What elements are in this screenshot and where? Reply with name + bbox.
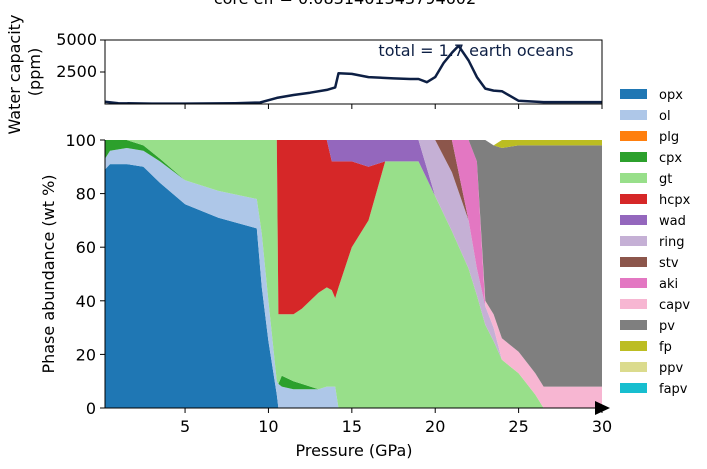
- water-capacity-y-axis-label: Water capacity (ppm): [5, 9, 44, 134]
- legend-label-wad: wad: [659, 214, 686, 229]
- legend-swatch-fp: [620, 341, 647, 351]
- water-capacity-y-tick-label-5000: 5000: [56, 30, 97, 49]
- pressure-x-axis-label: Pressure (GPa): [295, 441, 412, 460]
- water-capacity-line: [105, 44, 602, 104]
- y-tick-label-60: 60: [76, 238, 96, 257]
- legend-swatch-stv: [620, 257, 647, 267]
- water-capacity-x-tick-marks: [184, 104, 603, 109]
- water-capacity-plot-area: [105, 44, 602, 104]
- y-tick-label-80: 80: [76, 185, 96, 204]
- y-tick-label-100: 100: [65, 131, 96, 150]
- water-capacity-y-ticks: 2500 5000: [56, 30, 105, 81]
- legend-swatch-opx: [620, 89, 647, 99]
- area-gt: [105, 140, 602, 408]
- legend-label-pv: pv: [659, 319, 675, 334]
- legend-swatch-aki: [620, 278, 647, 288]
- y-tick-label-20: 20: [76, 345, 96, 364]
- phase-abundance-y-ticks: 0 20 40 60 80 100: [65, 131, 105, 418]
- legend-label-opx: opx: [659, 88, 683, 103]
- legend-swatch-ring: [620, 236, 647, 246]
- legend-label-hcpx: hcpx: [659, 193, 691, 208]
- legend-swatch-hcpx: [620, 194, 647, 204]
- y-tick-label-40: 40: [76, 292, 96, 311]
- area-hcpx: [105, 140, 602, 408]
- legend-swatch-ppv: [620, 362, 647, 372]
- x-tick-label-5: 5: [180, 417, 190, 436]
- area-opx: [105, 164, 602, 408]
- legend-swatch-gt: [620, 173, 647, 183]
- legend-swatch-wad: [620, 215, 647, 225]
- legend-swatch-ol: [620, 110, 647, 120]
- legend-label-stv: stv: [659, 256, 679, 271]
- legend-swatch-cpx: [620, 152, 647, 162]
- area-fp: [105, 140, 602, 148]
- legend-label-ol: ol: [659, 109, 671, 124]
- water-capacity-y-tick-label-2500: 2500: [56, 62, 97, 81]
- y-tick-label-0: 0: [86, 399, 96, 418]
- legend-swatch-fapv: [620, 383, 647, 393]
- total-oceans-annotation: total = 1.7 earth oceans: [378, 41, 573, 60]
- legend-label-aki: aki: [659, 277, 678, 292]
- area-ol: [105, 148, 602, 408]
- x-tick-label-20: 20: [425, 417, 445, 436]
- phase-abundance-y-axis-label: Phase abundance (wt %): [39, 174, 58, 373]
- x-tick-label-10: 10: [258, 417, 278, 436]
- area-pv: [105, 140, 602, 387]
- legend-swatch-capv: [620, 299, 647, 309]
- legend-label-plg: plg: [659, 130, 679, 145]
- legend-label-fapv: fapv: [659, 382, 688, 397]
- legend-label-capv: capv: [659, 298, 690, 313]
- legend-label-gt: gt: [659, 172, 672, 187]
- legend-label-fp: fp: [659, 340, 672, 355]
- water-capacity-panel: 2500 5000 total = 1.7 earth oceans Water …: [5, 9, 603, 135]
- x-tick-label-30: 30: [592, 417, 612, 436]
- legend-swatch-plg: [620, 131, 647, 141]
- water-capacity-y-axis-label-line-2: (ppm): [25, 48, 44, 96]
- phase-legend: opx ol plg cpx gt hcpx wad ring stv aki capv pv fp pp…: [620, 88, 691, 397]
- legend-label-ring: ring: [659, 235, 684, 250]
- figure-title: core eff = 0.0831461343794602: [214, 0, 476, 8]
- legend-swatch-pv: [620, 320, 647, 330]
- legend-label-cpx: cpx: [659, 151, 682, 166]
- legend-label-ppv: ppv: [659, 361, 684, 376]
- x-tick-label-25: 25: [508, 417, 528, 436]
- water-capacity-y-axis-label-line-1: Water capacity: [5, 15, 24, 135]
- area-aki: [105, 140, 602, 408]
- x-tick-label-15: 15: [342, 417, 362, 436]
- phase-abundance-plot-area: [105, 140, 602, 408]
- pressure-x-ticks: 5 10 15 20 25 30: [180, 408, 612, 436]
